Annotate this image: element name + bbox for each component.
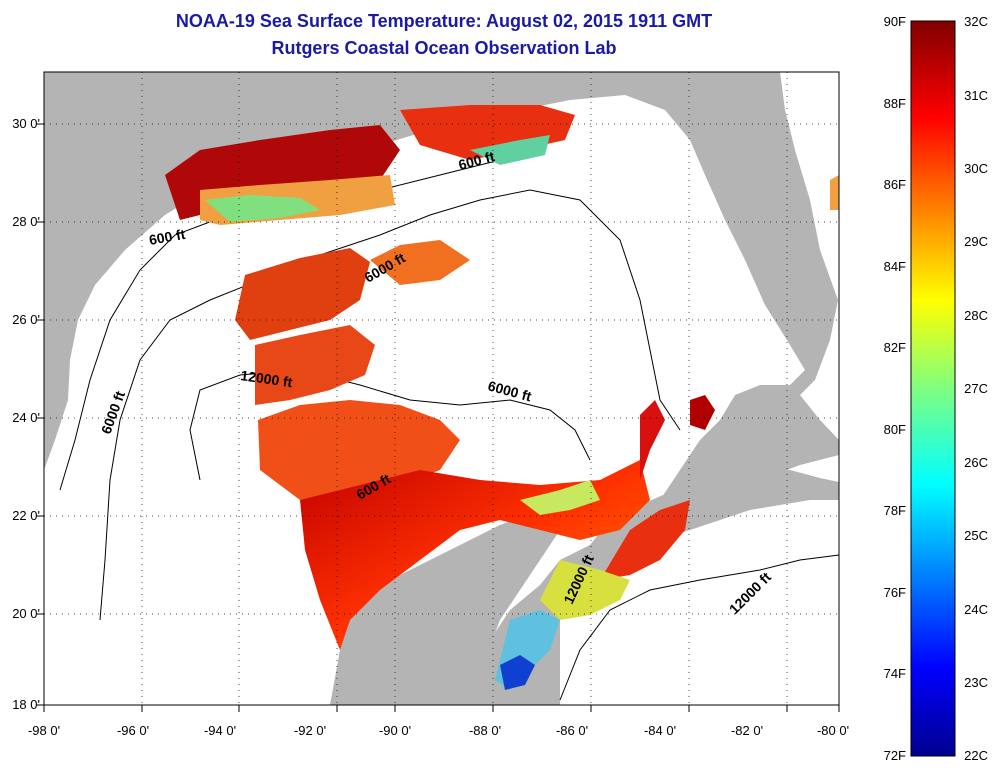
colorbar-f-label: 86F bbox=[884, 177, 906, 192]
colorbar-c-label: 22C bbox=[964, 748, 988, 763]
colorbar-f-label: 88F bbox=[884, 96, 906, 111]
colorbar-f-label: 82F bbox=[884, 340, 906, 355]
contour-caribbean bbox=[559, 554, 839, 701]
colorbar-c-label: 28C bbox=[964, 308, 988, 323]
contour-label: 12000 ft bbox=[240, 367, 294, 390]
colorbar-f-label: 90F bbox=[884, 14, 906, 29]
y-tick-label: 30 0' bbox=[12, 116, 40, 131]
y-tick-label: 18 0' bbox=[12, 697, 40, 712]
y-tick-label: 20 0' bbox=[12, 606, 40, 621]
colorbar-c-label: 27C bbox=[964, 381, 988, 396]
gulf-water bbox=[44, 95, 805, 705]
x-tick-label: -92 0' bbox=[294, 723, 326, 738]
x-tick-label: -84 0' bbox=[644, 723, 676, 738]
colorbar-f-label: 76F bbox=[884, 585, 906, 600]
x-tick-label: -82 0' bbox=[731, 723, 763, 738]
map-title: NOAA-19 Sea Surface Temperature: August … bbox=[175, 11, 713, 31]
colorbar-c-label: 31C bbox=[964, 88, 988, 103]
colorbar-f-label: 74F bbox=[884, 666, 906, 681]
colorbar-f-label: 78F bbox=[884, 503, 906, 518]
y-tick-label: 26 0' bbox=[12, 312, 40, 327]
colorbar-f-label: 84F bbox=[884, 259, 906, 274]
x-tick-label: -90 0' bbox=[379, 723, 411, 738]
colorbar-f-label: 80F bbox=[884, 422, 906, 437]
map-subtitle: Rutgers Coastal Ocean Observation Lab bbox=[271, 38, 617, 58]
contour-6000ft bbox=[99, 189, 681, 621]
y-tick-label: 24 0' bbox=[12, 410, 40, 425]
colorbar-c-label: 25C bbox=[964, 528, 988, 543]
x-tick-label: -94 0' bbox=[204, 723, 236, 738]
colorbar-c-label: 32C bbox=[964, 14, 988, 29]
x-tick-label: -98 0' bbox=[28, 723, 60, 738]
y-tick-label: 22 0' bbox=[12, 508, 40, 523]
colorbar bbox=[910, 20, 956, 757]
colorbar-c-label: 26C bbox=[964, 455, 988, 470]
colorbar-c-label: 23C bbox=[964, 675, 988, 690]
yucatan-land bbox=[330, 510, 560, 705]
x-tick-label: -88 0' bbox=[469, 723, 501, 738]
contour-12000ft bbox=[189, 369, 591, 481]
x-tick-label: -80 0' bbox=[817, 723, 849, 738]
colorbar-c-label: 30C bbox=[964, 161, 988, 176]
colorbar-f-label: 72F bbox=[884, 748, 906, 763]
x-tick-label: -86 0' bbox=[556, 723, 588, 738]
sst-swath bbox=[165, 105, 839, 690]
y-tick-label: 28 0' bbox=[12, 214, 40, 229]
contour-label: 600 ft bbox=[148, 226, 187, 248]
colorbar-c-label: 29C bbox=[964, 234, 988, 249]
atlantic-water bbox=[780, 72, 839, 440]
colorbar-c-label: 24C bbox=[964, 602, 988, 617]
x-tick-label: -96 0' bbox=[117, 723, 149, 738]
